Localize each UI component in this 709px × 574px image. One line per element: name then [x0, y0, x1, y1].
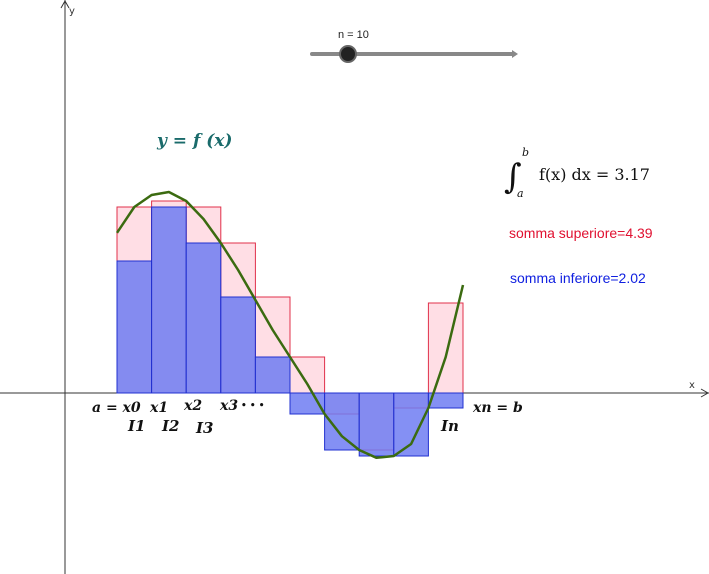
slider-label: n = 10 [338, 29, 369, 41]
x-tick-label-dots: • • • [241, 401, 265, 411]
lower-sum-rectangles [116, 206, 464, 457]
lower-rect-10 [427, 392, 464, 409]
lower-rect-9 [393, 392, 429, 457]
lower-rect-4 [220, 296, 256, 394]
lower-rect-8 [358, 392, 395, 457]
interval-label-n: In [440, 417, 459, 435]
lower-rect-1 [116, 260, 153, 394]
x-tick-label-x3: x3 [219, 398, 238, 414]
interval-label-3: I3 [195, 419, 213, 437]
x-axis-label: x [689, 380, 695, 391]
upper-rect-6 [289, 356, 326, 394]
slider-handle[interactable] [339, 45, 357, 63]
y-axis-arrow [60, 0, 70, 9]
function-label: y = f (x) [156, 131, 232, 151]
integral-lower-limit: a [517, 187, 524, 200]
integral-sign: ∫ [504, 157, 522, 197]
upper-sum-text: somma superiore=4.39 [509, 225, 653, 241]
slider-track-end [512, 50, 518, 58]
x-tick-label-x2: x2 [183, 398, 202, 414]
interval-label-1: I1 [127, 417, 145, 435]
x-tick-label-b: xn = b [472, 400, 523, 416]
interval-label-2: I2 [161, 417, 179, 435]
n-slider[interactable]: n = 10 [310, 29, 518, 63]
lower-rect-2 [151, 206, 187, 394]
lower-sum-text: somma inferiore=2.02 [510, 270, 646, 286]
upper-rect-10 [427, 302, 464, 394]
x-tick-label-a: a = x0 [92, 400, 141, 416]
lower-rect-5 [254, 356, 291, 394]
integral-expression: f(x) dx = 3.17 [539, 165, 650, 184]
y-axis-label: y [69, 6, 75, 17]
x-axis-arrow [700, 388, 709, 398]
lower-rect-3 [185, 242, 222, 394]
function-curve [115, 190, 465, 460]
integral-upper-limit: b [522, 146, 529, 159]
x-tick-label-x1: x1 [149, 400, 168, 416]
